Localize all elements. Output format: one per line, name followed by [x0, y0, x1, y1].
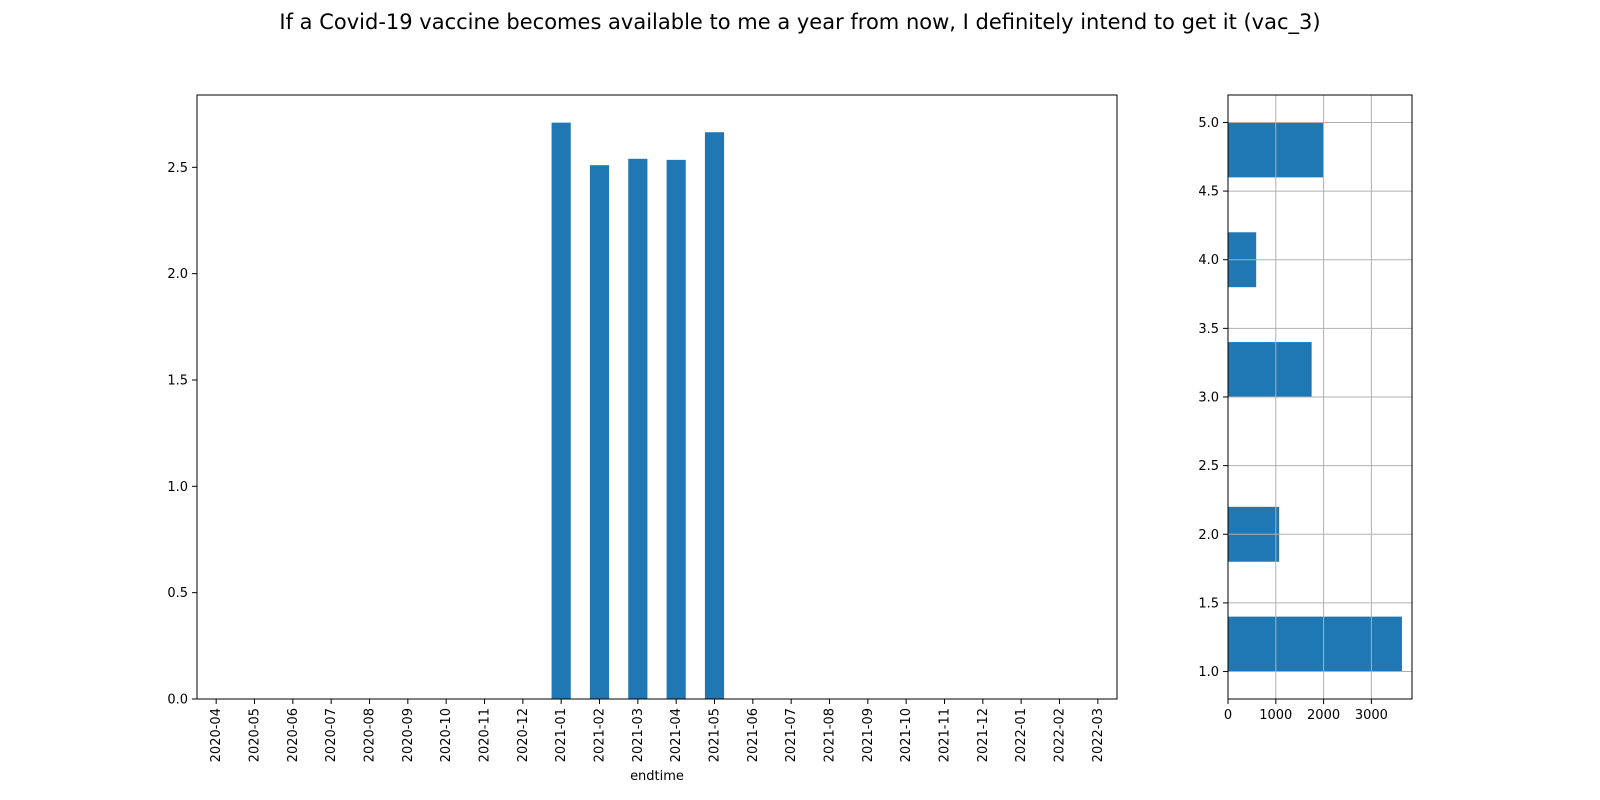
y-tick-label: 2.0 — [1198, 528, 1219, 543]
y-tick-label: 1.0 — [167, 480, 188, 495]
x-tick-label: 0 — [1224, 708, 1232, 723]
x-tick-label: 2021-06 — [746, 708, 761, 762]
y-tick-label: 0.5 — [167, 586, 188, 601]
x-tick-label: 2021-09 — [861, 708, 876, 762]
x-tick-label: 1000 — [1259, 708, 1292, 723]
x-tick-label: 2021-11 — [938, 708, 953, 762]
x-tick-label: 2020-05 — [248, 708, 263, 762]
x-tick-label: 2021-02 — [593, 708, 608, 762]
bar — [704, 132, 725, 699]
bar — [628, 158, 648, 700]
main-bar-chart: 2020-04 2020-05 2020-06 2020-07 2020-08 2020-… — [167, 94, 1118, 784]
x-tick-label: 2000 — [1307, 708, 1340, 723]
y-tick-label: 3.0 — [1198, 391, 1219, 406]
y-tick-label: 2.5 — [1198, 459, 1219, 474]
x-tick-label: 2021-04 — [669, 708, 684, 762]
y-tick-label: 5.0 — [1198, 116, 1219, 131]
x-tick-label: 2022-03 — [1091, 708, 1106, 762]
x-tick-label: 2020-09 — [401, 708, 416, 762]
bar — [666, 159, 686, 699]
side-histogram-chart: 0 1000 2000 3000 1.0 1.5 2.0 2.5 3.0 3.5 4.0 4.5 5.0 — [1198, 94, 1413, 723]
x-tick-label: 2022-02 — [1053, 708, 1068, 762]
x-tick-label: 2021-07 — [784, 708, 799, 762]
histogram-bar — [1228, 616, 1402, 672]
y-tick-label: 2.0 — [167, 267, 188, 282]
y-tick-label: 1.0 — [1198, 665, 1219, 680]
plot-frame — [1227, 94, 1413, 700]
y-tick-label: 4.0 — [1198, 253, 1219, 268]
plot-frame — [196, 94, 1118, 700]
bar — [551, 122, 571, 699]
x-tick-label: 2021-08 — [823, 708, 838, 762]
y-tick-label: 2.5 — [167, 161, 188, 176]
x-tick-label: 2021-01 — [554, 708, 569, 762]
x-tick-label: 2022-01 — [1014, 708, 1029, 762]
x-tick-label: 2020-06 — [286, 708, 301, 762]
chart-title: If a Covid-19 vaccine becomes available … — [279, 10, 1321, 34]
x-tick-label: 2021-05 — [708, 708, 723, 762]
x-tick-label: 2021-12 — [976, 708, 991, 762]
x-tick-label: 2020-12 — [516, 708, 531, 762]
x-tick-label: 2020-11 — [478, 708, 493, 762]
x-tick-label: 2020-08 — [363, 708, 378, 762]
x-tick-label: 2020-04 — [209, 708, 224, 762]
y-tick-label: 4.5 — [1198, 185, 1219, 200]
x-tick-label: 3000 — [1355, 708, 1388, 723]
histogram-bar — [1228, 342, 1312, 397]
x-tick-label: 2020-07 — [324, 708, 339, 762]
y-tick-label: 1.5 — [167, 373, 188, 388]
bar — [589, 165, 610, 699]
x-tick-label: 2020-10 — [439, 708, 454, 762]
x-tick-label: 2021-10 — [899, 708, 914, 762]
y-tick-label: 0.0 — [167, 693, 188, 708]
x-tick-label: 2021-03 — [631, 708, 646, 762]
y-tick-label: 1.5 — [1198, 596, 1219, 611]
x-axis-label: endtime — [630, 769, 684, 784]
y-tick-label: 3.5 — [1198, 322, 1219, 337]
